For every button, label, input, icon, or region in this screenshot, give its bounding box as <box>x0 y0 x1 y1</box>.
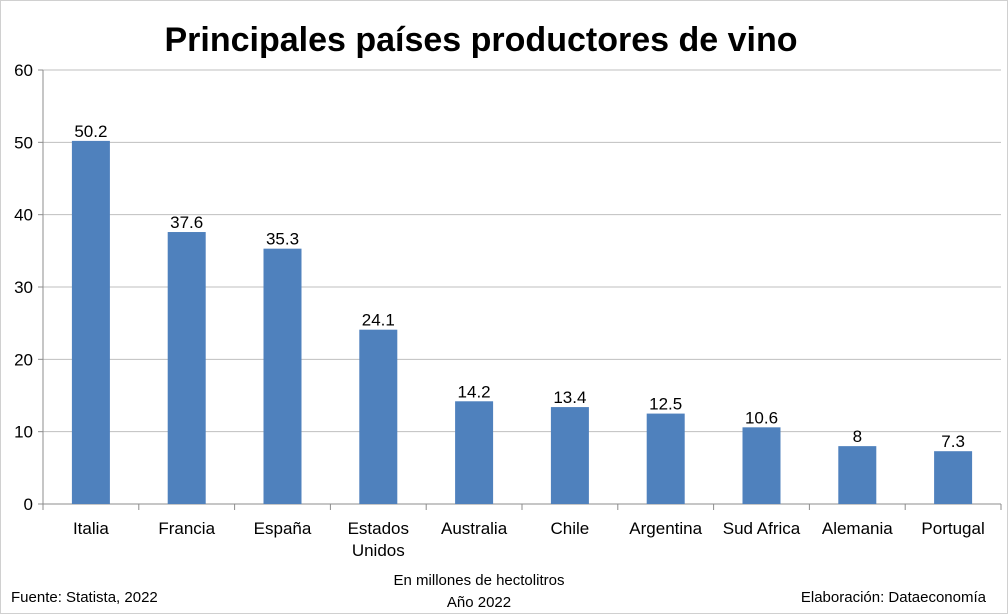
y-tick-label: 20 <box>14 350 33 369</box>
data-label: 10.6 <box>745 408 778 427</box>
data-label: 37.6 <box>170 213 203 232</box>
category-label: Australia <box>441 519 508 538</box>
category-label: Chile <box>551 519 590 538</box>
y-tick-label: 30 <box>14 278 33 297</box>
data-label: 50.2 <box>74 122 107 141</box>
bar-españa <box>263 248 302 504</box>
data-label: 14.2 <box>458 382 491 401</box>
y-tick-label: 50 <box>14 133 33 152</box>
category-label: Portugal <box>921 519 984 538</box>
labels: 0 10 20 30 40 50 60 50.2 Italia 37.6 Francia 35.3 Es… <box>14 61 985 560</box>
category-label: Estados Unidos <box>348 519 409 560</box>
units-note: En millones de hectolitros <box>394 572 565 589</box>
y-tick-label: 10 <box>14 423 33 442</box>
y-tick-label: 0 <box>24 495 33 514</box>
y-tick-label: 60 <box>14 61 33 80</box>
category-label: Sud Africa <box>723 519 801 538</box>
category-label: Alemania <box>822 519 893 538</box>
bar-estados-unidos <box>359 329 398 504</box>
bar-australia <box>455 401 494 504</box>
bar-italia <box>71 140 110 505</box>
bars <box>71 140 973 505</box>
source-note: Fuente: Statista, 2022 <box>11 589 158 606</box>
bar-alemania <box>838 446 877 504</box>
chart-title: Principales países productores de vino <box>165 21 798 59</box>
category-label: España <box>254 519 312 538</box>
y-tick-label: 40 <box>14 206 33 225</box>
category-label: Italia <box>73 519 109 538</box>
data-label: 24.1 <box>362 311 395 330</box>
data-label: 13.4 <box>553 388 586 407</box>
credit-note: Elaboración: Dataeconomía <box>801 589 987 606</box>
category-label: Argentina <box>629 519 702 538</box>
data-label: 8 <box>853 427 862 446</box>
bar-portugal <box>934 451 973 504</box>
year-note: Año 2022 <box>447 594 511 611</box>
bar-francia <box>167 232 206 504</box>
bar-chile <box>550 407 589 504</box>
data-label: 35.3 <box>266 230 299 249</box>
category-label: Francia <box>158 519 215 538</box>
data-label: 12.5 <box>649 395 682 414</box>
bar-sud-africa <box>742 427 781 504</box>
data-label: 7.3 <box>941 432 965 451</box>
bar-argentina <box>646 413 685 504</box>
